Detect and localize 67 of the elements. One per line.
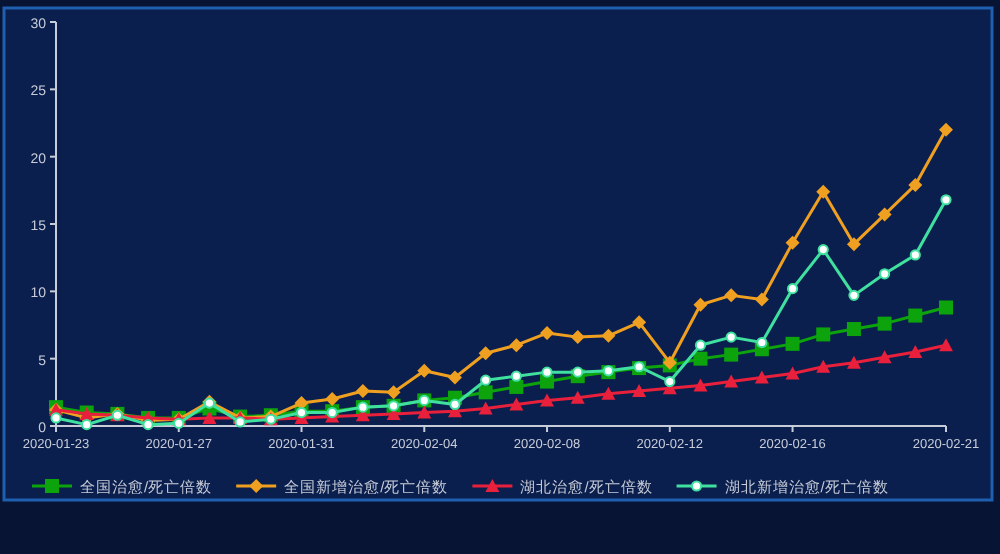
point bbox=[81, 419, 93, 431]
point bbox=[693, 297, 708, 312]
point bbox=[785, 366, 800, 380]
point bbox=[817, 243, 829, 256]
point bbox=[908, 308, 923, 323]
point bbox=[142, 419, 154, 431]
point bbox=[786, 283, 799, 295]
point bbox=[908, 177, 923, 192]
point bbox=[509, 338, 524, 353]
point bbox=[846, 322, 861, 337]
point bbox=[694, 339, 707, 351]
point bbox=[693, 378, 708, 392]
point bbox=[540, 326, 555, 341]
point bbox=[939, 300, 953, 315]
point bbox=[877, 350, 892, 364]
point bbox=[355, 383, 370, 398]
point bbox=[724, 374, 739, 388]
point bbox=[909, 249, 921, 261]
point bbox=[632, 383, 647, 397]
point bbox=[447, 370, 462, 385]
point bbox=[940, 194, 952, 206]
point bbox=[601, 328, 616, 343]
point bbox=[754, 292, 769, 307]
point bbox=[417, 405, 432, 419]
point bbox=[908, 344, 923, 358]
point bbox=[939, 122, 953, 137]
point bbox=[877, 316, 892, 331]
point bbox=[816, 184, 831, 199]
point bbox=[540, 393, 555, 407]
point bbox=[848, 289, 860, 301]
point bbox=[572, 366, 584, 378]
point bbox=[754, 370, 769, 384]
point bbox=[478, 346, 493, 361]
point bbox=[202, 410, 217, 424]
point bbox=[540, 374, 555, 389]
point bbox=[509, 379, 524, 394]
point bbox=[234, 416, 246, 428]
point bbox=[601, 386, 616, 400]
point bbox=[816, 359, 831, 373]
point bbox=[173, 417, 185, 429]
point bbox=[632, 315, 647, 330]
point bbox=[879, 268, 891, 280]
point bbox=[325, 392, 340, 407]
point bbox=[725, 331, 737, 343]
point bbox=[417, 363, 432, 378]
point bbox=[509, 397, 524, 411]
point bbox=[877, 207, 892, 222]
point bbox=[480, 374, 492, 386]
point bbox=[386, 385, 401, 400]
point bbox=[510, 370, 522, 382]
point bbox=[785, 336, 800, 351]
point bbox=[846, 355, 861, 369]
point bbox=[541, 366, 553, 378]
point bbox=[570, 390, 585, 404]
point bbox=[846, 237, 861, 252]
point bbox=[478, 385, 493, 400]
point bbox=[785, 235, 800, 250]
point bbox=[693, 351, 708, 366]
point bbox=[570, 330, 585, 345]
point bbox=[664, 375, 676, 388]
point bbox=[478, 401, 493, 415]
point bbox=[724, 347, 739, 362]
point bbox=[756, 336, 768, 349]
point bbox=[816, 327, 831, 342]
point bbox=[724, 288, 739, 303]
point bbox=[939, 338, 953, 352]
point bbox=[449, 398, 461, 411]
